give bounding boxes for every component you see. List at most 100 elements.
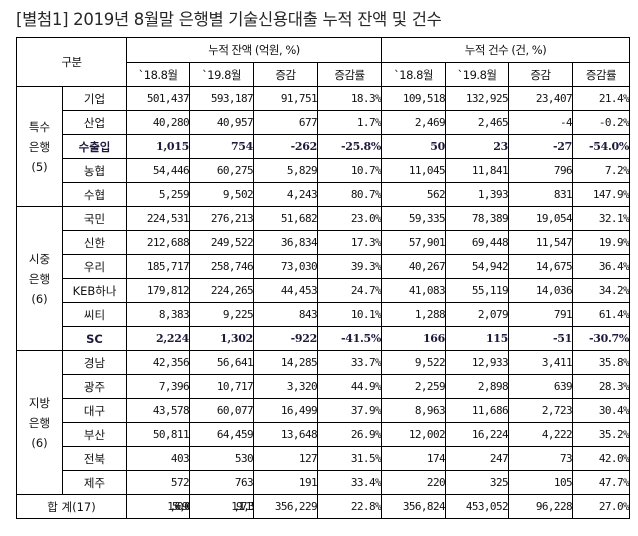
total-balance-2019: 1,917,135 <box>189 494 254 519</box>
bank-name: 신한 <box>62 230 127 255</box>
cell-count-2019: 11,686 <box>445 398 509 423</box>
cell-balance-change: 677 <box>253 110 318 135</box>
total-row: 합 계(17) 1,560,906 1,917,135 356,229 22.8… <box>16 494 630 519</box>
table-row: 부산 50,811 64,459 13,648 26.9% 12,002 16,224 4,2… <box>17 422 630 447</box>
cell-balance-2019: 224,265 <box>189 278 254 303</box>
cell-count-change: 14,036 <box>508 278 573 303</box>
cell-balance-rate: 23.0% <box>317 206 382 231</box>
header-count-change: 증감 <box>508 62 573 87</box>
cell-count-2019: 54,942 <box>445 254 509 279</box>
cell-count-rate: 61.4% <box>572 302 630 327</box>
cell-count-2018: 109,518 <box>381 86 446 111</box>
cell-count-2018: 166 <box>381 326 446 351</box>
bank-name: 부산 <box>62 422 127 447</box>
cell-count-2019: 23 <box>445 134 509 159</box>
cell-count-2019: 69,448 <box>445 230 509 255</box>
cell-count-change: 796 <box>508 158 573 183</box>
table-row: 수출입 1,015 754 -262 -25.8% 50 23 -27 -54.0% <box>17 134 630 159</box>
total-label: 합 계(17) <box>16 494 127 519</box>
bank-name: 제주 <box>62 470 127 495</box>
group-label: 특수 은행 (5) <box>16 86 63 207</box>
cell-count-2018: 41,083 <box>381 278 446 303</box>
bank-name: 광주 <box>62 374 127 399</box>
table-row: 우리 185,717 258,746 73,030 39.3% 40,267 54,942 1… <box>17 254 630 279</box>
cell-balance-2019: 276,213 <box>189 206 254 231</box>
header-balance-change: 증감 <box>253 62 318 87</box>
group-label-line: (6) <box>31 291 48 306</box>
bank-name: 경남 <box>62 350 127 375</box>
table-row: 제주 572 763 191 33.4% 220 325 105 47.7% <box>17 470 630 495</box>
total-count-rate: 27.0% <box>572 494 630 519</box>
header-category: 구분 <box>16 37 127 87</box>
bank-name: 농협 <box>62 158 127 183</box>
table-row: 특수 은행 (5) 기업 501,437 593,187 91,751 18.3% 109,51… <box>16 86 630 207</box>
bank-name: SC <box>62 326 127 351</box>
cell-count-rate: -30.7% <box>572 326 630 351</box>
table-row: 시중 은행 (6) 국민 224,531 276,213 51,682 23.0% 59,335… <box>16 206 630 351</box>
cell-balance-change: 44,453 <box>253 278 318 303</box>
table-row: 농협 54,446 60,275 5,829 10.7% 11,045 11,841 796 7… <box>17 158 630 183</box>
cell-count-rate: 34.2% <box>572 278 630 303</box>
cell-balance-change: 191 <box>253 470 318 495</box>
cell-balance-rate: -41.5% <box>317 326 382 351</box>
cell-count-2019: 1,393 <box>445 182 509 207</box>
table-row: 씨티 8,383 9,225 843 10.1% 1,288 2,079 791 61.4% <box>17 302 630 327</box>
group-label-line: 은행 <box>28 139 51 154</box>
cell-balance-2019: 10,717 <box>189 374 254 399</box>
cell-balance-change: 73,030 <box>253 254 318 279</box>
cell-balance-change: 4,243 <box>253 182 318 207</box>
cell-count-rate: 32.1% <box>572 206 630 231</box>
cell-balance-2019: 763 <box>189 470 254 495</box>
cell-balance-change: 13,648 <box>253 422 318 447</box>
cell-count-2018: 11,045 <box>381 158 446 183</box>
cell-count-change: -27 <box>508 134 573 159</box>
bank-name: 수협 <box>62 182 127 207</box>
bank-name: 국민 <box>62 206 127 231</box>
table-row: 수협 5,259 9,502 4,243 80.7% 562 1,393 831 147.9% <box>17 182 630 207</box>
group-label-line: 시중 <box>28 251 51 266</box>
cell-count-rate: 47.7% <box>572 470 630 495</box>
table-row: 지방 은행 (6) 경남 42,356 56,641 14,285 33.7% 9,522 12,… <box>16 350 630 495</box>
bank-name: 산업 <box>62 110 127 135</box>
cell-count-change: 639 <box>508 374 573 399</box>
group-label-line: 은행 <box>28 271 51 286</box>
table-row: 대구 43,578 60,077 16,499 37.9% 8,963 11,686 2,72… <box>17 398 630 423</box>
cell-balance-rate: 10.1% <box>317 302 382 327</box>
header-count-group: 누적 건수 (건, %) <box>381 37 630 63</box>
cell-count-2018: 2,259 <box>381 374 446 399</box>
table-row: 광주 7,396 10,717 3,320 44.9% 2,259 2,898 639 28.3… <box>17 374 630 399</box>
cell-balance-2018: 43,578 <box>126 398 190 423</box>
header-balance-group: 누적 잔액 (억원, %) <box>126 37 382 63</box>
bank-name: 전북 <box>62 446 127 471</box>
cell-balance-2019: 60,275 <box>189 158 254 183</box>
cell-count-2019: 11,841 <box>445 158 509 183</box>
cell-balance-2018: 501,437 <box>126 86 190 111</box>
cell-balance-2019: 64,459 <box>189 422 254 447</box>
cell-balance-2019: 56,641 <box>189 350 254 375</box>
group-label-line: (6) <box>31 435 48 450</box>
cell-balance-rate: 10.7% <box>317 158 382 183</box>
cell-count-change: 791 <box>508 302 573 327</box>
cell-count-change: 73 <box>508 446 573 471</box>
header-balance-2019: `19.8월 <box>189 62 254 87</box>
cell-balance-change: 14,285 <box>253 350 318 375</box>
cell-count-change: 23,407 <box>508 86 573 111</box>
cell-balance-rate: 33.4% <box>317 470 382 495</box>
cell-balance-2018: 2,224 <box>126 326 190 351</box>
cell-count-2018: 40,267 <box>381 254 446 279</box>
cell-balance-2019: 258,746 <box>189 254 254 279</box>
cell-balance-2018: 185,717 <box>126 254 190 279</box>
document-title: [별첨1] 2019년 8월말 은행별 기술신용대출 누적 잔액 및 건수 <box>16 10 442 29</box>
cell-balance-2019: 9,225 <box>189 302 254 327</box>
cell-count-rate: 7.2% <box>572 158 630 183</box>
bank-name: 우리 <box>62 254 127 279</box>
cell-count-2018: 2,469 <box>381 110 446 135</box>
cell-count-rate: 147.9% <box>572 182 630 207</box>
total-balance-change: 356,229 <box>253 494 318 519</box>
bank-name: 씨티 <box>62 302 127 327</box>
table-row: 전북 403 530 127 31.5% 174 247 73 42.0% <box>17 446 630 471</box>
cell-count-rate: 35.2% <box>572 422 630 447</box>
cell-count-rate: 28.3% <box>572 374 630 399</box>
cell-count-rate: 21.4% <box>572 86 630 111</box>
